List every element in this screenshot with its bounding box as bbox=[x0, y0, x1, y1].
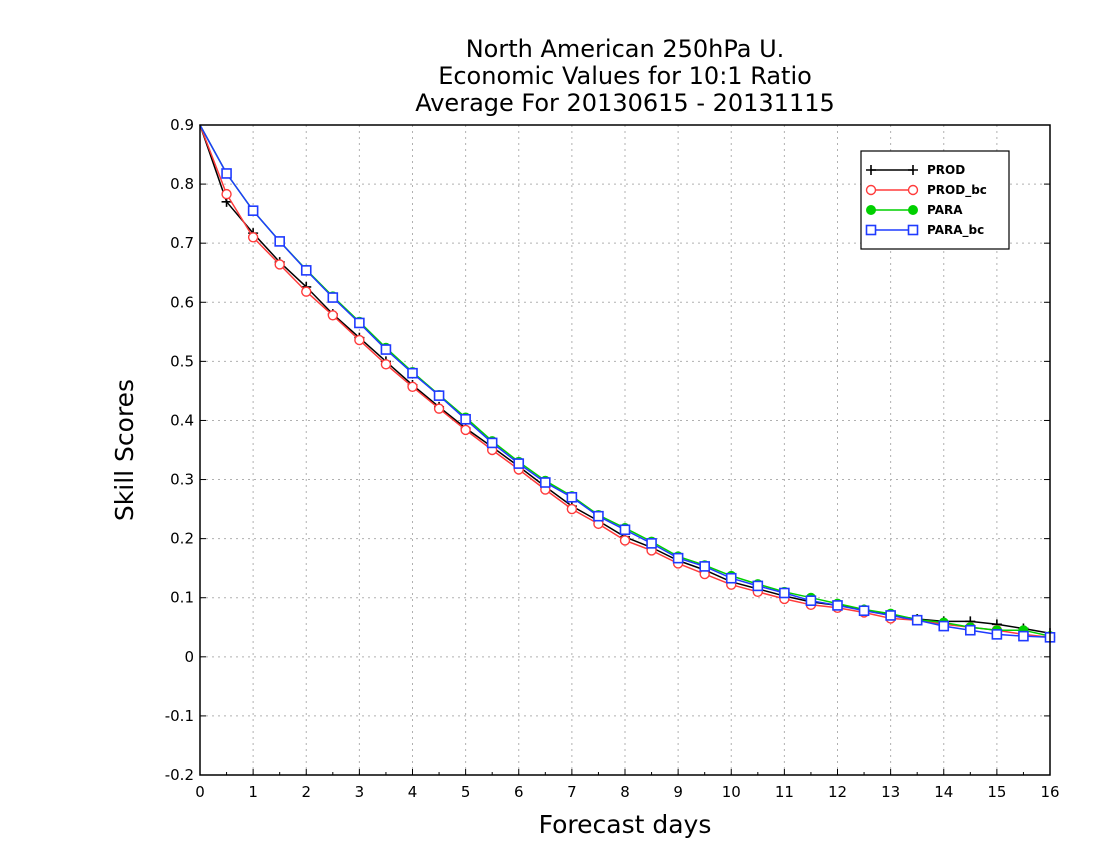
legend-marker-prod bbox=[908, 165, 918, 175]
y-tick-label: 0.5 bbox=[170, 352, 194, 370]
data-point-para-bc bbox=[858, 605, 870, 617]
data-point-para-bc bbox=[832, 600, 843, 611]
series-layer bbox=[199, 124, 1056, 643]
data-point-para-bc bbox=[885, 610, 896, 621]
y-tick-label: 0.3 bbox=[170, 471, 194, 489]
data-point-para-bc bbox=[752, 580, 764, 592]
title-line-1: North American 250hPa U. bbox=[465, 35, 785, 63]
y-tick-label: 0.9 bbox=[170, 116, 194, 134]
legend-marker-para-bc bbox=[865, 224, 877, 236]
x-tick-label: 12 bbox=[828, 783, 847, 801]
x-tick-label: 2 bbox=[301, 783, 311, 801]
data-point-para-bc bbox=[221, 168, 232, 179]
y-tick-label: 0.8 bbox=[170, 175, 194, 193]
data-point-para-bc bbox=[300, 265, 312, 276]
data-point-prod-bc bbox=[247, 232, 259, 243]
data-point-para-bc bbox=[1018, 630, 1029, 642]
data-point-para-bc bbox=[433, 390, 445, 401]
x-tick-label: 3 bbox=[355, 783, 365, 801]
y-axis-label: Skill Scores bbox=[110, 379, 139, 521]
legend-marker-prod bbox=[866, 165, 876, 175]
legend-marker-para bbox=[908, 205, 918, 215]
x-tick-label: 14 bbox=[934, 783, 953, 801]
legend: PROD PROD_bc PARA PARA_bc bbox=[860, 150, 1010, 250]
x-tick-label: 9 bbox=[673, 783, 683, 801]
data-point-prod-bc bbox=[619, 535, 631, 546]
data-point-para-bc bbox=[593, 510, 604, 522]
x-tick-label: 11 bbox=[775, 783, 794, 801]
chart-title: North American 250hPa U. Economic Values… bbox=[200, 36, 1050, 117]
x-tick-label: 6 bbox=[514, 783, 524, 801]
data-point-prod-bc bbox=[354, 334, 365, 346]
legend-label-para: PARA bbox=[927, 203, 963, 217]
data-point-prod-bc bbox=[301, 286, 312, 297]
y-tick-label: 0.7 bbox=[170, 234, 194, 252]
data-point-para-bc bbox=[513, 458, 525, 469]
x-tick-label: 10 bbox=[722, 783, 741, 801]
data-point-para-bc bbox=[619, 524, 631, 536]
data-point-para-bc bbox=[540, 477, 551, 488]
data-point-para-bc bbox=[327, 292, 339, 303]
legend-marker-prod-bc bbox=[865, 184, 877, 196]
x-tick-label: 5 bbox=[461, 783, 471, 801]
y-tick-label: 0.4 bbox=[170, 411, 194, 429]
data-point-prod-bc bbox=[460, 424, 471, 436]
data-point-para-bc bbox=[672, 552, 684, 564]
legend-marker-prod-bc bbox=[907, 184, 919, 196]
x-tick-label: 0 bbox=[195, 783, 205, 801]
data-point-prod-bc bbox=[274, 259, 285, 270]
data-point-para-bc bbox=[805, 595, 817, 606]
legend-marker-para bbox=[866, 205, 876, 215]
data-point-para-bc bbox=[938, 620, 950, 632]
x-tick-label: 15 bbox=[987, 783, 1006, 801]
data-point-para-bc bbox=[380, 344, 392, 355]
data-point-para-bc bbox=[646, 538, 657, 549]
data-point-para-bc bbox=[460, 413, 471, 425]
axis-ticks: 0 1 2 3 4 5 6 7 8 9 10 11 12 13 14 15 16-0.2-0.100.10.20… bbox=[165, 116, 1060, 801]
y-tick-label: 0.1 bbox=[170, 589, 194, 607]
data-point-prod-bc bbox=[407, 381, 418, 392]
legend-box bbox=[860, 150, 1010, 250]
data-point-prod-bc bbox=[221, 188, 232, 200]
legend-label-para-bc: PARA_bc bbox=[927, 223, 984, 238]
data-point-para-bc bbox=[274, 236, 285, 247]
data-point-para-bc bbox=[725, 572, 737, 584]
data-point-prod-bc bbox=[433, 403, 445, 414]
x-tick-label: 4 bbox=[408, 783, 418, 801]
title-line-2: Economic Values for 10:1 Ratio bbox=[438, 62, 812, 90]
data-point-para-bc bbox=[247, 205, 259, 216]
title-line-3: Average For 20130615 - 20131115 bbox=[415, 89, 835, 117]
data-point-para-bc bbox=[991, 629, 1003, 640]
data-point-para-bc bbox=[354, 317, 365, 329]
data-point-para-bc bbox=[911, 614, 923, 626]
y-tick-label: 0 bbox=[184, 648, 194, 666]
x-tick-label: 1 bbox=[248, 783, 258, 801]
y-tick-label: 0.6 bbox=[170, 293, 194, 311]
data-point-prod-bc bbox=[566, 503, 578, 515]
data-point-para-bc bbox=[699, 561, 710, 572]
data-point-para-bc bbox=[965, 624, 976, 636]
x-axis-label: Forecast days bbox=[539, 810, 712, 839]
x-tick-label: 8 bbox=[620, 783, 630, 801]
legend-label-prod-bc: PROD_bc bbox=[927, 183, 987, 198]
legend-marker-para-bc bbox=[907, 224, 919, 236]
data-point-prod-bc bbox=[380, 359, 392, 370]
data-point-prod-bc bbox=[327, 310, 339, 321]
data-point-para-bc bbox=[566, 491, 578, 503]
data-point-para-bc bbox=[407, 367, 418, 379]
x-tick-label: 7 bbox=[567, 783, 577, 801]
y-tick-label: 0.2 bbox=[170, 530, 194, 548]
data-point-para-bc bbox=[486, 437, 498, 449]
y-tick-label: -0.2 bbox=[165, 766, 194, 784]
x-tick-label: 16 bbox=[1040, 783, 1059, 801]
x-tick-label: 13 bbox=[881, 783, 900, 801]
y-tick-label: -0.1 bbox=[165, 707, 194, 725]
data-point-para-bc bbox=[779, 587, 790, 599]
legend-label-prod: PROD bbox=[927, 163, 965, 177]
